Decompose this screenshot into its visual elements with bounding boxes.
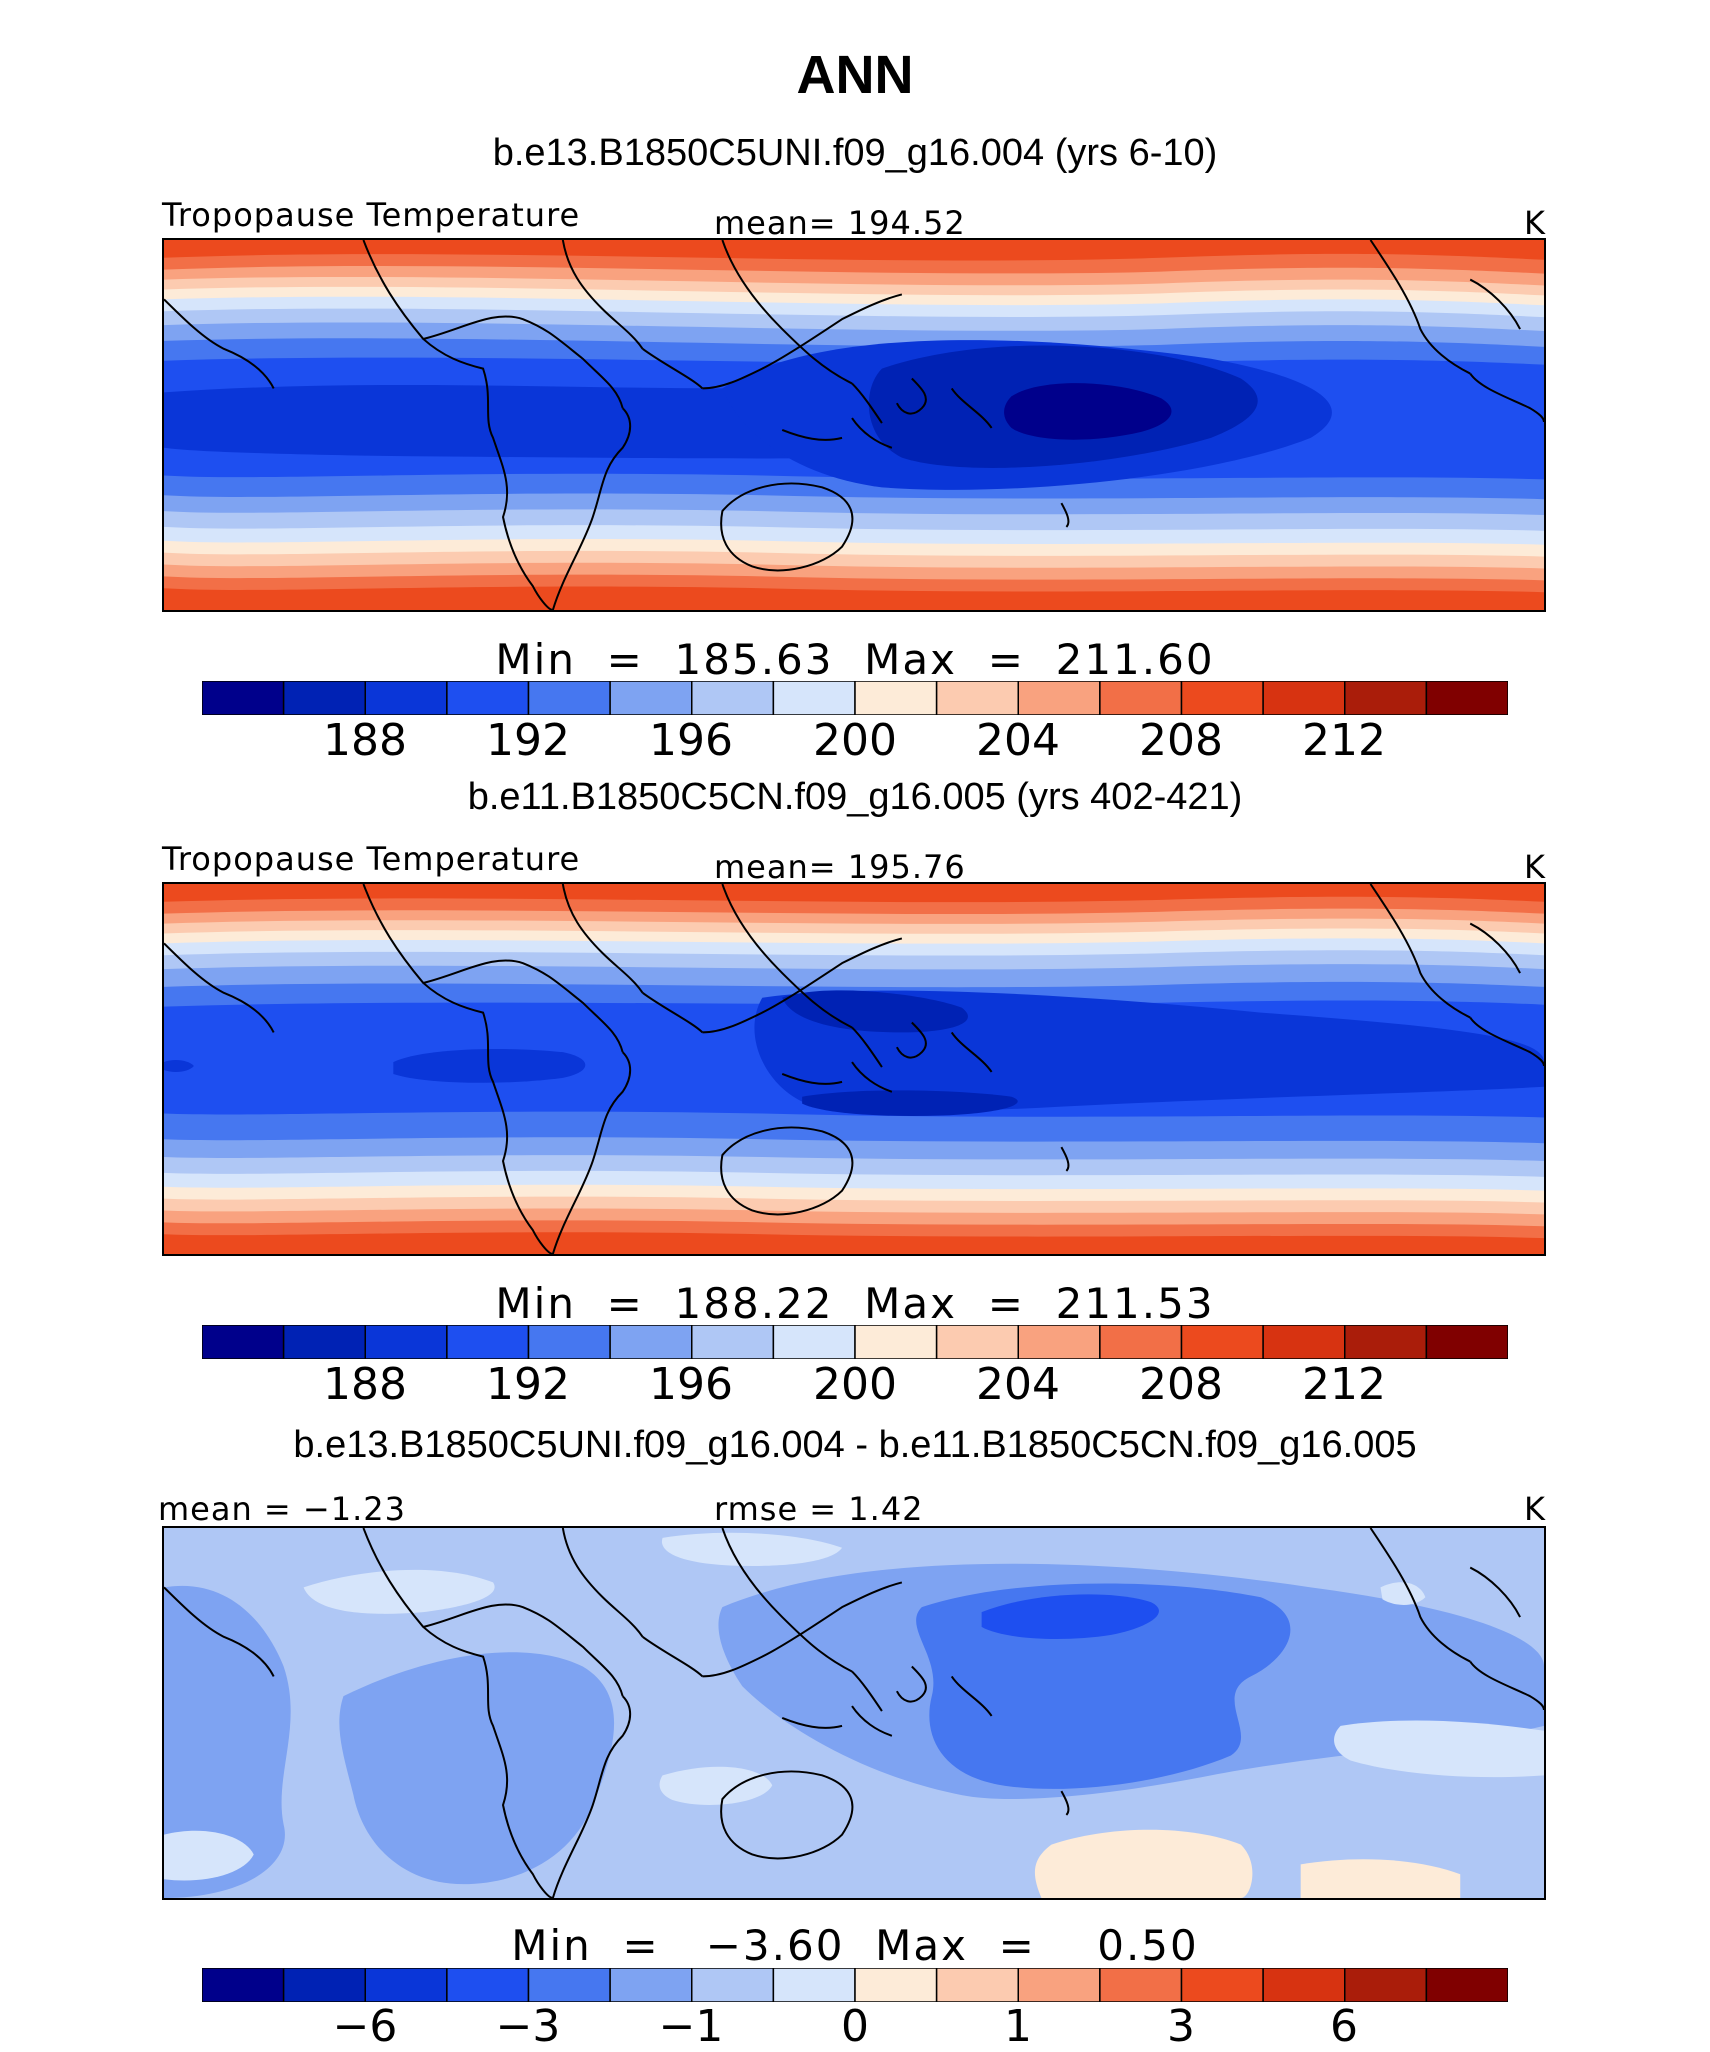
colorbar-swatch — [935, 681, 1020, 715]
colorbar-swatch — [854, 1968, 938, 2002]
colorbar-swatch — [1262, 1968, 1346, 2002]
colorbar-swatch — [772, 681, 856, 715]
panel-2-colorbar — [202, 1325, 1508, 1359]
colorbar-swatch — [364, 1325, 448, 1359]
colorbar-swatch — [691, 681, 775, 715]
panel-2-tick: 204 — [976, 1359, 1060, 1410]
panel-3-tick: −3 — [495, 2001, 561, 2052]
panel-2-variable-label: Tropopause Temperature — [162, 840, 581, 878]
panel-2-tick: 192 — [486, 1359, 570, 1410]
panel-2-tick: 188 — [323, 1359, 407, 1410]
panel-2-case-title: b.e11.B1850C5CN.f09_g16.005 (yrs 402-421… — [467, 776, 1243, 818]
colorbar-swatch — [1344, 1968, 1428, 2002]
panel-1-tick: 208 — [1139, 715, 1223, 766]
colorbar-swatch — [202, 1968, 285, 2002]
panel-2-tick: 212 — [1302, 1359, 1386, 1410]
colorbar-swatch — [691, 1968, 775, 2002]
panel-3-colorbar-ticks: −6 −3 −1 0 1 3 6 — [0, 2001, 1710, 2052]
colorbar-swatch — [282, 1968, 367, 2002]
colorbar-swatch — [527, 1968, 611, 2002]
panel-3-minmax: Min = −3.60 Max = 0.50 — [511, 1921, 1199, 1970]
panel-3-map — [162, 1526, 1546, 1900]
colorbar-swatch — [772, 1325, 856, 1359]
colorbar-swatch — [1425, 1968, 1508, 2002]
colorbar-swatch — [609, 1968, 693, 2002]
colorbar-swatch — [1180, 1325, 1264, 1359]
panel-1-minmax: Min = 185.63 Max = 211.60 — [495, 635, 1215, 684]
colorbar-swatch — [1180, 681, 1264, 715]
panel-1-tick: 212 — [1302, 715, 1386, 766]
panel-1-case-title: b.e13.B1850C5UNI.f09_g16.004 (yrs 6-10) — [492, 132, 1218, 174]
colorbar-swatch — [202, 1325, 285, 1359]
colorbar-swatch — [854, 681, 938, 715]
panel-1-mean-label: mean= 194.52 — [714, 204, 966, 242]
panel-3-mean-label: mean = −1.23 — [158, 1490, 406, 1528]
panel-3-tick: 1 — [1004, 2001, 1032, 2052]
panel-1-tick: 200 — [813, 715, 897, 766]
panel-1-colorbar-ticks: 188 192 196 200 204 208 212 — [0, 716, 1710, 768]
panel-3-rmse-label: rmse = 1.42 — [714, 1490, 924, 1528]
panel-2-tick: 208 — [1139, 1359, 1223, 1410]
colorbar-swatch — [609, 1325, 693, 1359]
colorbar-swatch — [1344, 1325, 1428, 1359]
panel-3-tick: −1 — [658, 2001, 724, 2052]
panel-2-map — [162, 882, 1546, 1256]
colorbar-swatch — [364, 681, 448, 715]
colorbar-swatch — [1262, 1325, 1346, 1359]
panel-2-colorbar-ticks: 188 192 196 200 204 208 212 — [0, 1360, 1710, 1412]
panel-3-tick: 3 — [1167, 2001, 1195, 2052]
colorbar-swatch — [1017, 1968, 1101, 2002]
panel-1-tick: 204 — [976, 715, 1060, 766]
panel-1-colorbar-swatches — [202, 681, 1508, 715]
panel-1-map — [162, 238, 1546, 612]
colorbar-swatch — [1425, 681, 1508, 715]
colorbar-swatch — [1017, 681, 1101, 715]
panel-3-units: K — [1524, 1490, 1546, 1528]
panel-2-units: K — [1524, 848, 1546, 886]
panel-2-minmax: Min = 188.22 Max = 211.53 — [495, 1279, 1215, 1328]
colorbar-swatch — [854, 1325, 938, 1359]
figure-title: ANN — [796, 45, 914, 105]
colorbar-swatch — [527, 681, 611, 715]
panel-2-tick: 200 — [813, 1359, 897, 1410]
colorbar-swatch — [1344, 681, 1428, 715]
panel-3-tick: 6 — [1330, 2001, 1358, 2052]
colorbar-swatch — [935, 1968, 1020, 2002]
panel-3-tick: 0 — [841, 2001, 869, 2052]
colorbar-swatch — [202, 681, 285, 715]
panel-2-colorbar-swatches — [202, 1325, 1508, 1359]
colorbar-swatch — [446, 681, 530, 715]
panel-3-colorbar-swatches — [202, 1968, 1508, 2002]
panel-1-tick: 188 — [323, 715, 407, 766]
colorbar-swatch — [609, 681, 693, 715]
panel-1-colorbar — [202, 681, 1508, 715]
colorbar-swatch — [935, 1325, 1020, 1359]
panel-3-tick: −6 — [332, 2001, 398, 2052]
panel-3-case-title: b.e13.B1850C5UNI.f09_g16.004 - b.e11.B18… — [293, 1424, 1417, 1466]
colorbar-swatch — [1425, 1325, 1508, 1359]
panel-2-mean-label: mean= 195.76 — [714, 848, 966, 886]
colorbar-swatch — [446, 1968, 530, 2002]
colorbar-swatch — [1099, 681, 1183, 715]
colorbar-swatch — [1099, 1325, 1183, 1359]
colorbar-swatch — [1262, 681, 1346, 715]
colorbar-swatch — [1180, 1968, 1264, 2002]
panel-3-colorbar — [202, 1968, 1508, 2002]
colorbar-swatch — [282, 1325, 367, 1359]
panel-1-tick: 192 — [486, 715, 570, 766]
panel-1-variable-label: Tropopause Temperature — [162, 196, 581, 234]
colorbar-swatch — [1099, 1968, 1183, 2002]
colorbar-swatch — [691, 1325, 775, 1359]
colorbar-swatch — [772, 1968, 856, 2002]
panel-1-units: K — [1524, 204, 1546, 242]
colorbar-swatch — [446, 1325, 530, 1359]
colorbar-swatch — [1017, 1325, 1101, 1359]
colorbar-swatch — [364, 1968, 448, 2002]
colorbar-swatch — [527, 1325, 611, 1359]
panel-1-tick: 196 — [649, 715, 733, 766]
colorbar-swatch — [282, 681, 367, 715]
panel-2-tick: 196 — [649, 1359, 733, 1410]
